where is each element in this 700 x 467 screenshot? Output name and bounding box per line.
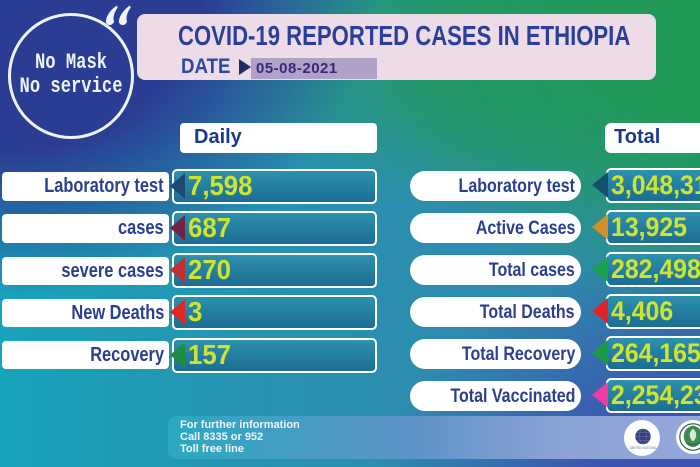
svg-text:UNITED NATIONS: UNITED NATIONS — [630, 446, 657, 450]
